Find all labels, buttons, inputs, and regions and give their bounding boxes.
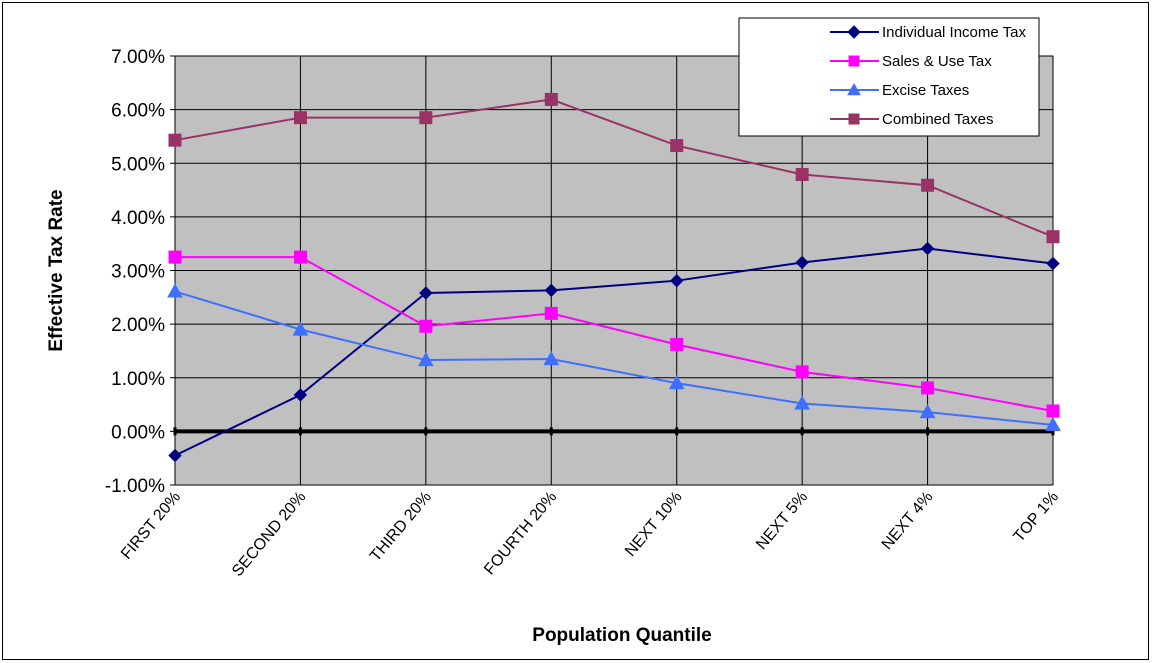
x-axis-title: Population Quantile [532,625,711,646]
data-point [794,395,810,410]
x-tick-label: NEXT 10% [622,489,686,560]
data-point [921,178,935,192]
data-point [670,273,684,288]
legend-label: Excise Taxes [882,82,969,99]
data-point [670,139,684,153]
legend-marker [848,55,860,67]
data-point [1046,256,1060,271]
series-sales-use-tax [168,250,1060,418]
data-point [544,92,558,106]
x-tick-label: NEXT 5% [753,489,811,554]
data-point [418,352,434,367]
series-line [174,98,1054,238]
x-tick-label: FOURTH 20% [481,489,560,579]
y-tick-label: 6.00% [111,101,165,122]
data-point [921,381,935,395]
data-point [293,111,307,125]
series-group [167,92,1061,463]
x-axis: FIRST 20% SECOND 20% THIRD 20% FOURTH 20% NE… [118,489,1062,580]
legend-label: Individual Income Tax [882,24,1026,41]
data-point [795,255,809,270]
y-tick-label: -1.00% [105,476,165,497]
legend: Individual Income Tax Sales & Use Tax Exci… [738,17,1040,137]
series-line [174,247,1054,457]
legend-item: Sales & Use Tax [830,53,992,70]
legend-box [738,17,1040,137]
data-point [668,375,685,390]
data-point [167,283,183,298]
data-point [795,365,809,379]
legend-marker [847,25,861,39]
legend-label: Sales & Use Tax [882,53,992,70]
data-point [419,286,433,300]
x-tick-label: SECOND 20% [229,489,309,580]
y-tick-label: 3.00% [111,262,165,283]
legend-marker [847,82,861,96]
data-point [670,338,684,352]
legend-marker [848,113,860,125]
data-point [168,133,182,147]
x-tick-label: FIRST 20% [118,489,184,563]
y-tick-label: 5.00% [111,154,165,175]
data-point [795,168,809,182]
data-point [1046,404,1060,418]
x-tick-label: NEXT 4% [879,489,937,554]
legend-item: Excise Taxes [830,82,969,99]
legend-label: Combined Taxes [882,111,993,128]
data-point [293,388,308,402]
data-point [419,319,433,333]
series-line [175,256,1054,412]
data-point [544,283,558,298]
y-tick-label: 4.00% [111,208,165,229]
legend-item: Individual Income Tax [830,24,1026,41]
data-point [920,241,935,256]
data-point [293,250,307,264]
data-point [1046,230,1060,244]
data-point [543,350,560,366]
data-point [544,306,558,320]
y-axis-title: Effective Tax Rate [46,189,67,351]
data-point [168,250,182,264]
data-point [292,321,309,336]
legend-item: Combined Taxes [830,111,993,128]
y-tick-label: 0.00% [111,422,165,443]
data-point [1045,416,1061,432]
x-tick-label: THIRD 20% [367,489,435,565]
data-point [419,111,433,125]
x-tick-label: TOP 1% [1011,489,1063,546]
series-excise-taxes [167,283,1061,432]
data-point [168,448,182,463]
y-tick-label: 7.00% [111,47,165,68]
series-individual-income-tax [168,241,1060,463]
series-line [174,290,1054,426]
series-combined-taxes [168,92,1060,244]
data-point [919,404,936,419]
y-tick-label: 1.00% [111,369,165,390]
y-axis: -1.00% 0.00% 1.00% 2.00% 3.00% 4.00% 5.00% 6.00… [105,47,176,497]
y-tick-label: 2.00% [111,315,165,336]
